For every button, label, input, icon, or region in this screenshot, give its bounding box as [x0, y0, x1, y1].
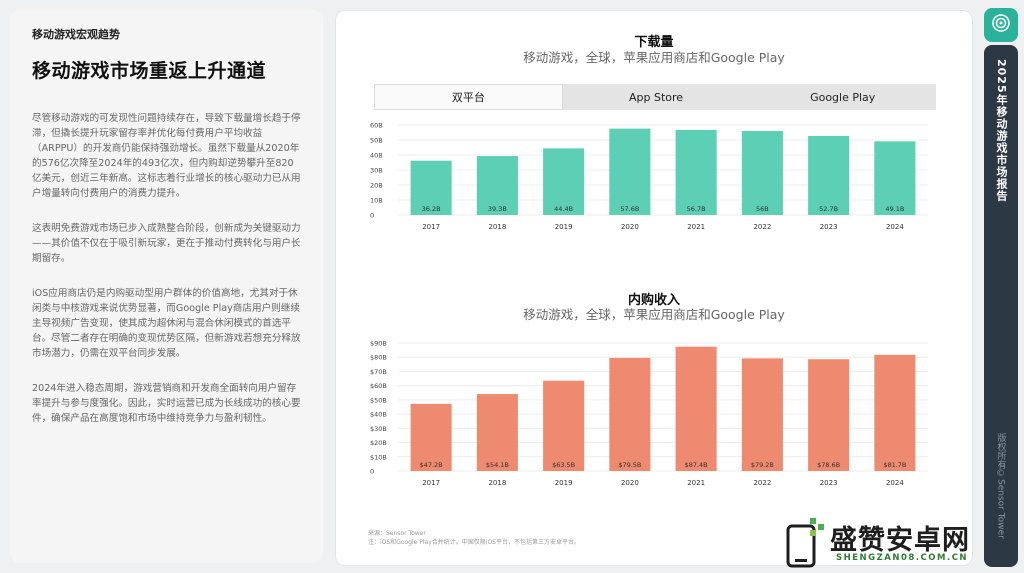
phone-logo-icon: [786, 518, 824, 568]
bar-value-label: $87.4B: [685, 461, 708, 469]
downloads-chart-title: 下载量: [634, 35, 674, 50]
bar: [874, 141, 916, 215]
bar: [808, 359, 850, 471]
x-tick-label: 2021: [687, 223, 705, 231]
bar-value-label: $47.2B: [420, 461, 443, 469]
sensor-tower-logo-icon: [991, 13, 1011, 37]
x-tick-label: 2022: [753, 223, 771, 231]
revenue-chart-title: 内购收入: [627, 293, 680, 308]
source-line: 来源：Sensor Tower: [368, 530, 426, 537]
watermark-domain: SHENGZAN08.COM.CN: [836, 553, 969, 563]
bar-value-label: 56.7B: [687, 205, 706, 213]
y-tick-label: 10B: [370, 197, 383, 205]
bar-value-label: 49.1B: [885, 205, 904, 213]
bar: [543, 148, 585, 215]
report-title: 2025年移动游戏市场报告: [995, 59, 1008, 202]
revenue-chart-subtitle: 移动游戏，全球，苹果应用商店和Google Play: [523, 307, 785, 322]
x-tick-label: 2020: [621, 479, 639, 487]
bar: [741, 131, 783, 215]
y-tick-label: $30B: [370, 425, 387, 433]
charts-card: 下载量 移动游戏，全球，苹果应用商店和Google Play 双平台 App S…: [335, 10, 973, 566]
tab-google-play[interactable]: Google Play: [810, 90, 876, 104]
x-tick-label: 2023: [820, 223, 838, 231]
bar: [609, 128, 651, 215]
x-tick-label: 2022: [753, 479, 771, 487]
article-panel: 移动游戏宏观趋势 移动游戏市场重返上升通道 尽管移动游戏的可发现性问题持续存在，…: [10, 10, 323, 563]
rail-logo-button[interactable]: [984, 8, 1018, 42]
y-tick-label: $80B: [370, 354, 387, 362]
bar: [543, 380, 585, 471]
x-tick-label: 2017: [422, 479, 440, 487]
watermark-text: 盛赞安卓网: [830, 525, 970, 556]
y-tick-label: $40B: [370, 411, 387, 419]
bar-value-label: $78.6B: [817, 461, 840, 469]
y-tick-label: 60B: [370, 122, 383, 130]
paragraph-4: 2024年进入稳态周期，游戏营销商和开发商全面转向用户留存率提升与参与度强化。因…: [32, 383, 301, 424]
page-title: 移动游戏市场重返上升通道: [32, 60, 267, 82]
y-tick-label: 20B: [370, 182, 383, 190]
section-label: 移动游戏宏观趋势: [32, 28, 120, 41]
x-tick-label: 2024: [886, 223, 904, 231]
x-tick-label: 2018: [488, 479, 506, 487]
x-tick-label: 2020: [621, 223, 639, 231]
copyright-text: 版权所有©Sensor Tower: [995, 433, 1006, 539]
x-tick-label: 2023: [820, 479, 838, 487]
bar-value-label: 36.2B: [422, 205, 441, 213]
bar-value-label: 52.7B: [819, 205, 838, 213]
y-tick-label: $60B: [370, 382, 387, 390]
note-line: 注：iOS和Google Play合并统计。中国仅限iOS平台，不包括第三方安卓…: [368, 539, 580, 546]
y-tick-label: $20B: [370, 439, 387, 447]
x-tick-label: 2018: [488, 223, 506, 231]
bar-value-label: $79.2B: [751, 461, 774, 469]
bar: [808, 135, 850, 215]
bar-value-label: 39.3B: [488, 205, 507, 213]
paragraph-1: 尽管移动游戏的可发现性问题持续存在，导致下载量增长趋于停滞，但撬长提升玩家留存率…: [32, 113, 301, 199]
y-tick-label: 0: [370, 212, 374, 220]
revenue-bar-chart: 0 $10B $20B $30B $40B $50B $60B $70B $80B $90B $47…: [370, 340, 928, 487]
source-note: 来源：Sensor Tower 注：iOS和Google Play合并统计。中国…: [368, 529, 580, 547]
site-watermark: 盛赞安卓网 SHENGZAN08.COM.CN: [778, 512, 1022, 572]
y-tick-label: $50B: [370, 396, 387, 404]
bar: [410, 403, 452, 471]
bar: [741, 358, 783, 471]
bar-value-label: $63.5B: [552, 461, 575, 469]
report-sidebar: 2025年移动游戏市场报告 版权所有©Sensor Tower: [984, 45, 1018, 567]
y-tick-label: 50B: [370, 137, 383, 145]
bar-value-label: 57.6B: [620, 205, 639, 213]
bar: [874, 354, 916, 471]
y-tick-label: $90B: [370, 340, 387, 348]
x-tick-label: 2017: [422, 223, 440, 231]
bar-value-label: $54.1B: [486, 461, 509, 469]
y-tick-label: $70B: [370, 368, 387, 376]
tab-both-platforms[interactable]: 双平台: [374, 84, 563, 110]
y-tick-label: 0: [370, 468, 374, 476]
bar-value-label: 44.4B: [554, 205, 573, 213]
bar-value-label: $81.7B: [883, 461, 906, 469]
paragraph-2: 这表明免费游戏市场已步入成熟整合阶段，创新成为关键驱动力——其价值不仅在于吸引新…: [32, 223, 301, 264]
x-tick-label: 2019: [555, 223, 573, 231]
x-tick-label: 2024: [886, 479, 904, 487]
tab-app-store[interactable]: App Store: [628, 90, 684, 104]
bar: [410, 160, 452, 215]
x-tick-label: 2019: [555, 479, 573, 487]
bar: [476, 394, 518, 471]
downloads-chart-subtitle: 移动游戏，全球，苹果应用商店和Google Play: [523, 50, 785, 65]
y-tick-label: $10B: [370, 453, 387, 461]
bar: [675, 346, 717, 471]
x-tick-label: 2021: [687, 479, 705, 487]
y-tick-label: 40B: [370, 152, 383, 160]
paragraph-3: iOS应用商店仍是内购驱动型用户群体的价值高地，尤其对于休闲类与中核游戏来说优势…: [32, 288, 301, 359]
bar-value-label: 56B: [756, 205, 769, 213]
bar: [476, 156, 518, 215]
downloads-bar-chart: 0 10B 20B 30B 40B 50B 60B 36.2B 2017 39.3B 2018 44.…: [370, 122, 928, 231]
y-tick-label: 30B: [370, 167, 383, 175]
bar-value-label: $79.5B: [618, 461, 641, 469]
bar: [609, 357, 651, 471]
bar: [675, 129, 717, 215]
platform-tabs: 双平台 App Store Google Play: [374, 84, 936, 110]
